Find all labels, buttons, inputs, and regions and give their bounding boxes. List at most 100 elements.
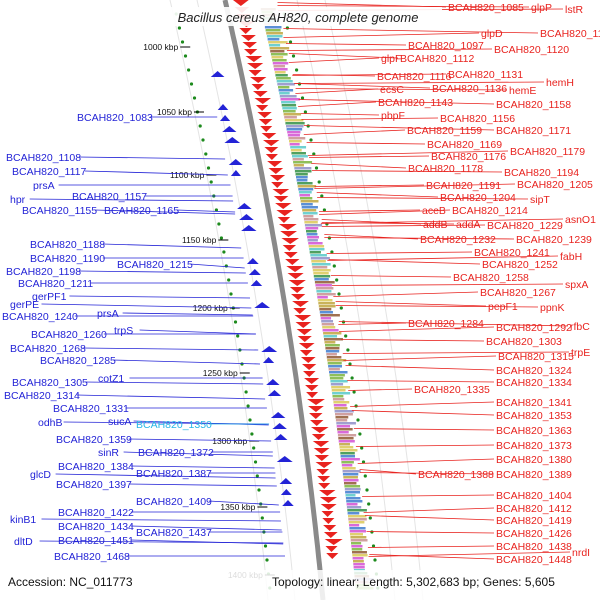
- scale-tick: [370, 530, 374, 534]
- feature-strip: [353, 560, 364, 563]
- leader-line: [338, 322, 407, 325]
- gene-label-right: BCAH820_1179: [510, 146, 585, 158]
- guide-arc: [169, 0, 269, 600]
- feature-strip: [308, 245, 325, 248]
- gene-label-left: prsA: [33, 180, 55, 192]
- leader-line: [311, 163, 407, 169]
- leader-line: [283, 28, 539, 34]
- feature-strip: [331, 386, 351, 389]
- scale-tick: [177, 26, 181, 30]
- forward-gene-arrow: [307, 399, 325, 405]
- feature-strip: [344, 488, 361, 491]
- gene-label-right: glpF: [381, 53, 401, 65]
- reverse-gene-arrow: [276, 456, 293, 462]
- forward-gene-arrow: [323, 532, 338, 538]
- gene-label-right: trpE: [571, 347, 590, 359]
- forward-gene-arrow: [277, 217, 291, 223]
- forward-gene-arrow: [280, 231, 297, 237]
- leader-line: [130, 539, 284, 545]
- leader-line: [139, 329, 256, 335]
- guide-arc: [324, 0, 424, 600]
- forward-gene-arrow: [248, 70, 262, 76]
- leader-line: [363, 507, 495, 513]
- leader-line: [330, 275, 452, 278]
- forward-gene-arrow: [233, 0, 249, 6]
- feature-strip: [272, 62, 289, 65]
- feature-strip: [330, 383, 344, 386]
- reverse-gene-arrow: [250, 280, 263, 286]
- gene-label-left: dltD: [14, 536, 33, 548]
- gene-label-right: BCAH820_1315: [498, 351, 574, 363]
- leader-line: [76, 394, 266, 400]
- forward-gene-arrow: [268, 168, 284, 174]
- scale-tick: [295, 68, 299, 72]
- scale-tick: [198, 124, 202, 128]
- leader-line: [300, 113, 380, 116]
- feature-strip: [267, 38, 280, 41]
- feature-strip: [343, 479, 359, 482]
- feature-strip: [266, 35, 283, 38]
- forward-gene-arrow: [308, 406, 324, 412]
- gene-label-right: BCAH820_1324: [496, 365, 572, 377]
- feature-strip: [322, 329, 339, 332]
- scale-tick: [330, 250, 334, 254]
- scale-tick: [253, 460, 258, 464]
- gene-label-right: BCAH820_1204: [440, 192, 516, 204]
- leader-line: [303, 125, 495, 131]
- forward-gene-arrow: [260, 126, 273, 132]
- feature-strip: [298, 188, 314, 191]
- leader-line: [128, 438, 272, 442]
- leader-line: [326, 251, 473, 254]
- feature-strip: [309, 251, 321, 254]
- scale-tick: [214, 208, 218, 212]
- forward-gene-arrow: [317, 476, 331, 482]
- gene-label-left: BCAH820_1083: [77, 112, 153, 124]
- feature-strip: [342, 470, 361, 473]
- gene-label-right: BCAH820_1380: [496, 454, 572, 466]
- gene-label-right: BCAH820_1158: [496, 99, 571, 111]
- scale-tick: [285, 26, 289, 30]
- feature-strip: [332, 392, 351, 395]
- gene-label-right: BCAH820_1085: [448, 2, 524, 14]
- forward-gene-arrow: [288, 280, 306, 286]
- gene-label-right: BCAH820_1373: [496, 440, 572, 452]
- feature-strip: [271, 56, 284, 59]
- feature-strip: [309, 248, 325, 251]
- forward-gene-arrow: [319, 497, 338, 503]
- feature-strip: [344, 485, 361, 488]
- scale-tick: [367, 502, 371, 506]
- feature-strip: [285, 122, 305, 125]
- gene-label-right: BCAH820_1112: [400, 53, 474, 65]
- gene-label-left: glcD: [30, 469, 51, 481]
- scale-tick: [337, 292, 341, 296]
- feature-strip: [276, 77, 291, 80]
- gene-label-right: glpP: [531, 2, 552, 14]
- leader-line: [366, 531, 495, 534]
- feature-strip: [336, 425, 351, 428]
- scale-tick: [346, 348, 350, 352]
- feature-strip: [288, 137, 306, 140]
- reverse-gene-arrow: [267, 390, 282, 396]
- forward-gene-arrow: [304, 378, 320, 384]
- feature-strip: [313, 275, 331, 278]
- feature-strip: [286, 128, 303, 131]
- gene-label-left: kinB1: [10, 514, 36, 526]
- scale-tick: [309, 138, 313, 142]
- gene-label-right: BCAH820_1303: [486, 336, 562, 348]
- gene-label-right: BCAH820_1136: [432, 83, 507, 95]
- forward-gene-arrow: [294, 315, 312, 321]
- forward-gene-arrow: [321, 511, 334, 517]
- feature-strip: [325, 344, 340, 347]
- feature-strip: [325, 350, 340, 353]
- gene-label-left: BCAH820_1198: [6, 266, 81, 278]
- feature-strip: [347, 509, 367, 512]
- feature-strip: [338, 440, 355, 443]
- leader-line: [208, 500, 279, 506]
- leader-line: [355, 444, 495, 447]
- forward-gene-arrow: [296, 329, 313, 335]
- gene-label-right: BCAH820_1214: [452, 205, 528, 217]
- feature-strip: [344, 482, 357, 485]
- forward-gene-arrow: [257, 112, 272, 118]
- feature-strip: [266, 32, 283, 35]
